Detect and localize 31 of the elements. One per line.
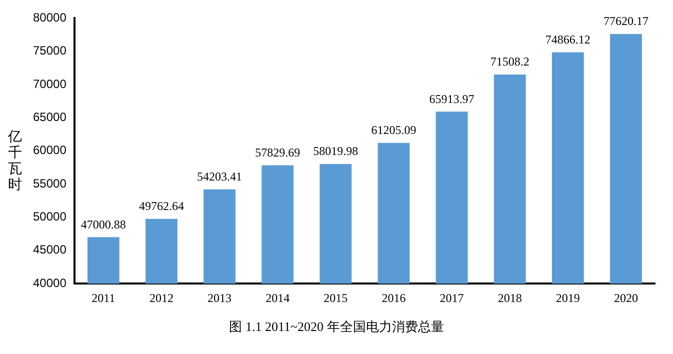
caption: 图 1.1 2011~2020 年全国电力消费总量 (228, 318, 445, 336)
y-tick-label: 55000 (32, 176, 67, 190)
data-label: 74866.12 (545, 32, 590, 46)
data-label: 65913.97 (429, 92, 474, 106)
x-tick-label: 2011 (92, 290, 116, 305)
x-tick-label: 2013 (208, 290, 232, 305)
data-label: 54203.41 (197, 170, 242, 184)
x-tick-label: 2016 (382, 290, 406, 305)
x-tick-label: 2012 (149, 290, 174, 305)
data-label: 71508.2 (490, 54, 530, 69)
y-tick-label: 50000 (32, 210, 67, 224)
x-tick-label: 2019 (556, 290, 580, 305)
x-tick-label: 2014 (266, 290, 290, 305)
y-tick-label: 45000 (32, 242, 67, 257)
x-tick-label: 2020 (614, 290, 638, 305)
y-tick-label: 80000 (32, 10, 67, 25)
y-axis-title: 亿千瓦时 (8, 129, 22, 193)
x-tick-label: 2015 (324, 290, 348, 305)
y-tick-label: 75000 (32, 44, 67, 58)
data-label: 61205.09 (371, 123, 416, 138)
y-tick-label: 60000 (32, 143, 67, 158)
data-label: 58019.98 (313, 144, 358, 158)
y-tick-label: 65000 (32, 110, 67, 124)
data-label: 49762.64 (138, 198, 184, 213)
y-tick-label: 40000 (32, 276, 67, 290)
x-tick-label: 2018 (498, 290, 522, 305)
data-label: 57829.69 (255, 145, 300, 160)
x-tick-label: 2017 (440, 290, 464, 305)
data-label: 47000.88 (80, 217, 126, 232)
y-tick-label: 70000 (32, 76, 67, 91)
data-label: 77620.17 (603, 14, 648, 28)
